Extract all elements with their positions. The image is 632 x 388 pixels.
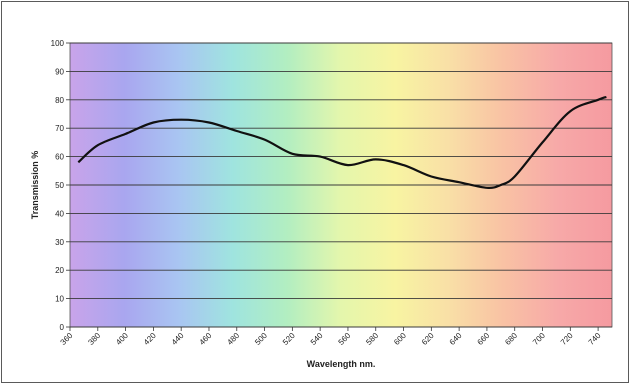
x-axis-title: Wavelength nm. [307,359,376,369]
y-tick-label: 50 [55,181,64,190]
x-tick-label: 680 [503,331,519,347]
x-tick-label: 700 [531,331,547,347]
x-tick-label: 600 [392,331,408,347]
x-tick-label: 460 [198,331,214,347]
y-tick-label: 70 [55,124,64,133]
x-tick-label: 500 [253,331,269,347]
x-tick-label: 360 [59,331,75,347]
y-tick-label: 100 [51,39,65,48]
x-tick-label: 560 [337,331,353,347]
x-tick-label: 740 [587,331,603,347]
x-tick-label: 640 [448,331,464,347]
x-tick-label: 620 [420,331,436,347]
y-tick-label: 10 [55,295,64,304]
y-tick-label: 20 [55,266,64,275]
y-tick-label: 60 [55,153,64,162]
x-tick-label: 480 [225,331,241,347]
x-tick-label: 440 [170,331,186,347]
x-tick-label: 420 [142,331,158,347]
x-tick-label: 380 [86,331,102,347]
chart-frame: 0 10 20 30 40 50 60 70 80 90 100 360 380 400 420 440 46… [1,1,629,383]
x-tick-label: 540 [309,331,325,347]
y-tick-label: 40 [55,209,64,218]
y-tick-label: 0 [60,323,65,332]
x-tick-label: 580 [364,331,380,347]
x-tick-label: 720 [559,331,575,347]
x-tick-label: 520 [281,331,297,347]
transmission-line [77,95,607,190]
y-tick-label: 30 [55,238,64,247]
x-tick-label: 400 [114,331,130,347]
y-tick-label: 90 [55,67,64,76]
x-tick-label: 660 [476,331,492,347]
y-axis-title: Transmission % [30,151,40,220]
y-tick-label: 80 [55,96,64,105]
